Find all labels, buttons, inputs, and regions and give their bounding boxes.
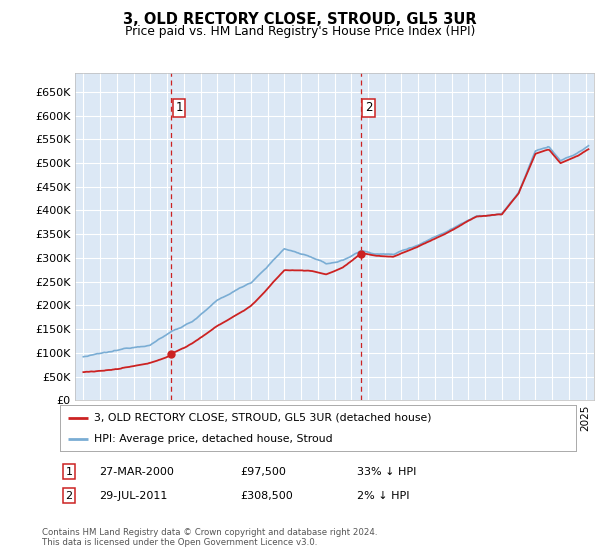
Text: Contains HM Land Registry data © Crown copyright and database right 2024.: Contains HM Land Registry data © Crown c… [42,528,377,536]
Text: 1: 1 [65,466,73,477]
Text: 27-MAR-2000: 27-MAR-2000 [99,466,174,477]
Text: This data is licensed under the Open Government Licence v3.0.: This data is licensed under the Open Gov… [42,538,317,547]
Text: 2: 2 [65,491,73,501]
Text: 3, OLD RECTORY CLOSE, STROUD, GL5 3UR (detached house): 3, OLD RECTORY CLOSE, STROUD, GL5 3UR (d… [94,413,431,423]
Text: 2: 2 [365,101,373,114]
Text: £308,500: £308,500 [240,491,293,501]
Text: 3, OLD RECTORY CLOSE, STROUD, GL5 3UR: 3, OLD RECTORY CLOSE, STROUD, GL5 3UR [123,12,477,27]
Text: 1: 1 [175,101,183,114]
Text: HPI: Average price, detached house, Stroud: HPI: Average price, detached house, Stro… [94,435,332,444]
Text: Price paid vs. HM Land Registry's House Price Index (HPI): Price paid vs. HM Land Registry's House … [125,25,475,38]
Text: 2% ↓ HPI: 2% ↓ HPI [357,491,409,501]
Text: 29-JUL-2011: 29-JUL-2011 [99,491,167,501]
Text: 33% ↓ HPI: 33% ↓ HPI [357,466,416,477]
Text: £97,500: £97,500 [240,466,286,477]
